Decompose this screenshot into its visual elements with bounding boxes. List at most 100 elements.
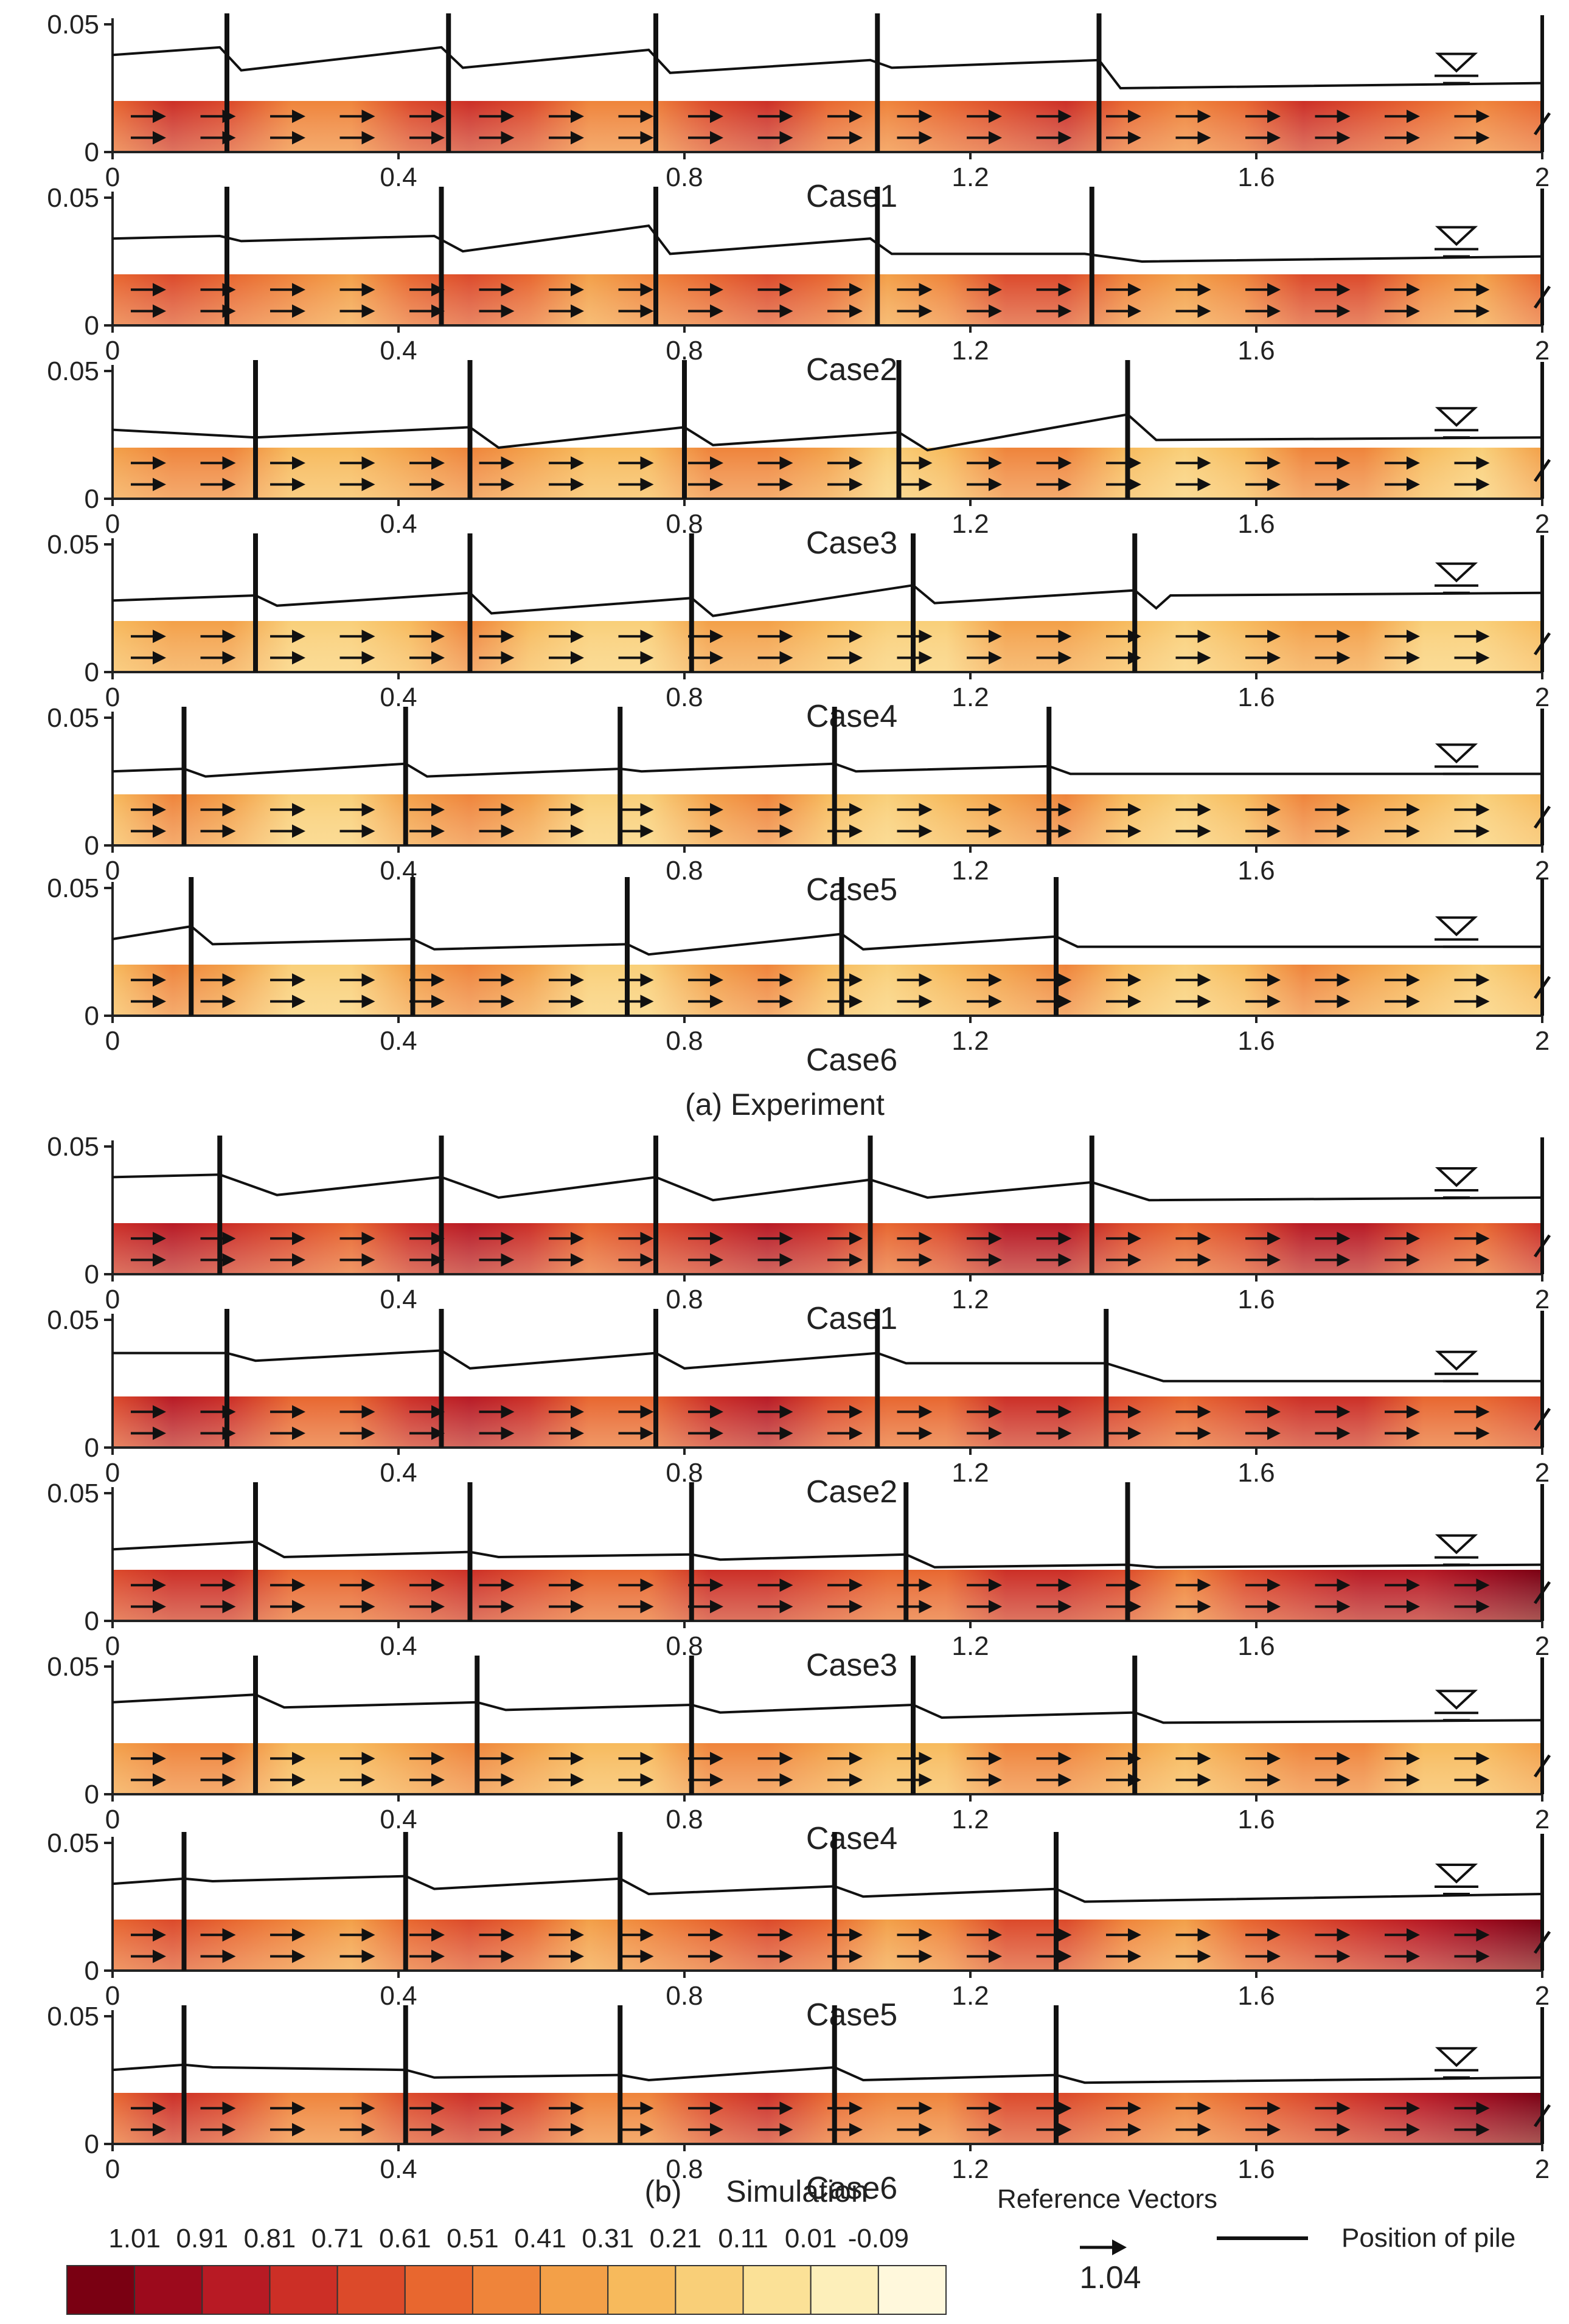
velocity-vector <box>1454 1405 1490 1419</box>
velocity-vector <box>688 1253 723 1267</box>
velocity-vector <box>1454 477 1490 491</box>
velocity-vector <box>270 651 305 665</box>
velocity-vector <box>1106 994 1141 1008</box>
case-title: Case1 <box>806 179 897 214</box>
velocity-vector <box>549 1773 584 1787</box>
colorbar-label: 0.81 <box>244 2224 296 2253</box>
x-tick-label: 1.2 <box>951 336 989 366</box>
velocity-vector <box>131 994 166 1008</box>
velocity-vector <box>131 304 166 318</box>
velocity-vector <box>270 456 305 470</box>
velocity-vectors <box>131 2101 1490 2137</box>
velocity-vector <box>131 456 166 470</box>
colorbar-label: 0.21 <box>650 2224 702 2253</box>
velocity-vector <box>270 2123 305 2137</box>
velocity-vector <box>1175 803 1211 817</box>
velocity-vector <box>1245 1949 1281 1963</box>
x-tick-label: 0 <box>105 1805 120 1834</box>
velocity-vector <box>897 973 933 987</box>
colorbar-swatch <box>540 2265 609 2315</box>
velocity-vector <box>479 1928 515 1942</box>
velocity-vector <box>1245 283 1281 297</box>
velocity-vector <box>827 1600 863 1614</box>
velocity-vector <box>897 1253 933 1267</box>
velocity-vector <box>967 1578 1002 1592</box>
water-level-symbol <box>1435 562 1478 594</box>
velocity-vector <box>339 1949 375 1963</box>
y-tick-label: 0 <box>85 311 99 341</box>
y-tick-label: 0.05 <box>47 703 99 733</box>
velocity-vector <box>409 803 445 817</box>
x-tick-label: 1.2 <box>951 1026 989 1056</box>
velocity-vector <box>757 1773 793 1787</box>
velocity-vector <box>409 1405 445 1419</box>
velocity-vector <box>339 283 375 297</box>
y-tick-label: 0.05 <box>47 1828 99 1858</box>
velocity-vector <box>1315 630 1351 643</box>
flow-field-shading <box>113 2093 1542 2144</box>
x-tick-label: 0.4 <box>380 1026 417 1056</box>
velocity-vector <box>827 456 863 470</box>
velocity-vector <box>409 1773 445 1787</box>
velocity-vector <box>409 477 445 491</box>
velocity-vector <box>1175 630 1211 643</box>
velocity-vector <box>339 651 375 665</box>
colorbar-label: 0.71 <box>311 2224 364 2253</box>
velocity-vector <box>200 1752 236 1766</box>
velocity-vector <box>1245 1405 1281 1419</box>
velocity-vector <box>1036 1773 1072 1787</box>
velocity-vector <box>827 1405 863 1419</box>
velocity-vector <box>1454 304 1490 318</box>
velocity-vector <box>1106 1949 1141 1963</box>
velocity-vector <box>967 1773 1002 1787</box>
velocity-vector <box>688 1928 723 1942</box>
flow-field-shading <box>113 1396 1542 1448</box>
outlet-break-mark <box>1533 1754 1551 1778</box>
velocity-vector <box>688 803 723 817</box>
velocity-vector <box>549 1949 584 1963</box>
velocity-vector <box>1454 803 1490 817</box>
velocity-vector <box>1454 1773 1490 1787</box>
velocity-vector <box>827 2123 863 2137</box>
x-tick-label: 0.8 <box>666 509 703 539</box>
outlet-break-mark <box>1533 112 1551 136</box>
x-tick-label: 0.8 <box>666 1805 703 1834</box>
flow-field-shading <box>113 448 1542 499</box>
x-tick-label: 1.2 <box>951 1458 989 1488</box>
outlet-break-mark <box>1533 1234 1551 1258</box>
velocity-vector <box>827 477 863 491</box>
velocity-vector <box>1315 1253 1351 1267</box>
velocity-vector <box>479 1405 515 1419</box>
velocity-vector <box>1036 304 1072 318</box>
colorbar-label: 0.11 <box>718 2224 768 2253</box>
velocity-vector <box>409 1578 445 1592</box>
x-tick-label: 1.6 <box>1237 1458 1275 1488</box>
colorbar-label: 0.91 <box>176 2224 228 2253</box>
velocity-vector <box>1036 1600 1072 1614</box>
velocity-vector <box>131 630 166 643</box>
velocity-vector <box>549 304 584 318</box>
velocity-vector <box>1245 1426 1281 1440</box>
velocity-vector <box>339 477 375 491</box>
velocity-vector <box>339 1578 375 1592</box>
velocity-vector <box>339 1773 375 1787</box>
x-tick-label: 1.6 <box>1237 2154 1275 2184</box>
velocity-vector <box>131 1405 166 1419</box>
velocity-vector <box>967 2123 1002 2137</box>
velocity-vector <box>1454 1578 1490 1592</box>
velocity-vector <box>827 1928 863 1942</box>
y-tick-label: 0 <box>85 137 99 167</box>
reference-vector-arrow <box>1080 2239 1127 2255</box>
velocity-vector <box>1106 131 1141 145</box>
velocity-vector <box>200 630 236 643</box>
reference-vectors-label: Reference Vectors <box>997 2184 1217 2214</box>
velocity-vector <box>757 1752 793 1766</box>
velocity-vector <box>270 283 305 297</box>
y-tick-label: 0 <box>85 657 99 687</box>
velocity-vector <box>1175 824 1211 838</box>
velocity-vector <box>339 994 375 1008</box>
velocity-vector <box>1175 1949 1211 1963</box>
velocity-vector <box>131 824 166 838</box>
velocity-vector <box>270 1426 305 1440</box>
velocity-vector <box>1315 2101 1351 2115</box>
